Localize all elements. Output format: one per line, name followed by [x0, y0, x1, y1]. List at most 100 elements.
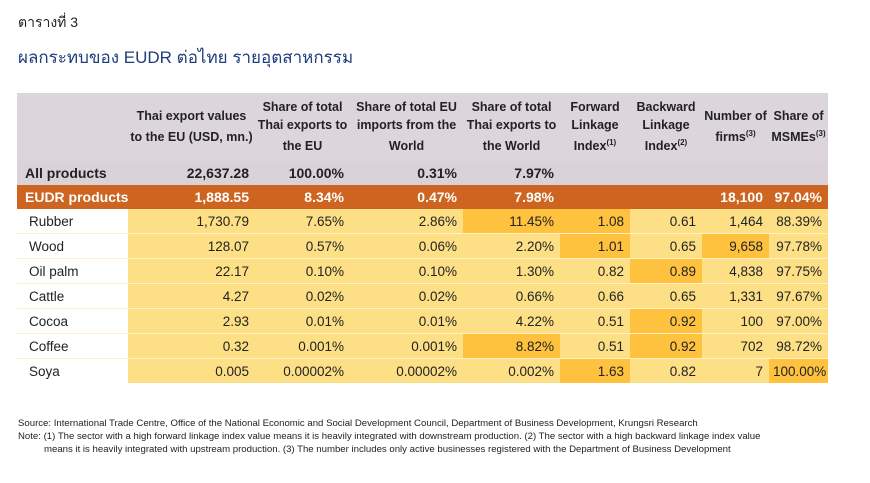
table-cell: 7.98%	[463, 185, 560, 209]
table-cell: 100.00%	[769, 358, 828, 383]
table-cell: 1,888.55	[128, 185, 255, 209]
table-cell: 0.82	[630, 358, 702, 383]
table-cell: 0.92	[630, 333, 702, 359]
table-cell: 0.02%	[255, 283, 350, 309]
row-label: Oil palm	[17, 258, 128, 284]
table-cell: 0.01%	[350, 308, 463, 334]
table-body: All products 22,637.28 100.00% 0.31% 7.97% EU…	[17, 161, 828, 383]
table-cell	[630, 185, 702, 209]
table-cell: 4,838	[702, 258, 769, 284]
table-cell: 0.01%	[255, 308, 350, 334]
table-cell: 0.51	[560, 308, 630, 334]
table-cell: 0.001%	[255, 333, 350, 359]
header-cell: Share of total Thai exports to the World	[463, 93, 560, 161]
table-header-row: Thai export values to the EU (USD, mn.) …	[17, 93, 828, 161]
note-line: Note: (1) The sector with a high forward…	[18, 431, 761, 443]
table-cell: 0.51	[560, 333, 630, 359]
table-cell: 702	[702, 333, 769, 359]
table-cell	[769, 161, 828, 185]
table-cell: 0.47%	[350, 185, 463, 209]
table-row: Cocoa 2.93 0.01% 0.01% 4.22% 0.51 0.92 100 97.00…	[17, 308, 828, 334]
table-cell: 100.00%	[255, 161, 350, 185]
table-cell: 97.75%	[769, 258, 828, 284]
row-label: Rubber	[17, 209, 128, 234]
table-cell: 0.02%	[350, 283, 463, 309]
table-cell: 4.22%	[463, 308, 560, 334]
table-cell: 1.30%	[463, 258, 560, 284]
table-cell: 0.10%	[255, 258, 350, 284]
table-cell: 18,100	[702, 185, 769, 209]
table-row: Coffee 0.32 0.001% 0.001% 8.82% 0.51 0.92 702 98…	[17, 333, 828, 359]
table-cell: 0.06%	[350, 233, 463, 259]
table-row: Cattle 4.27 0.02% 0.02% 0.66% 0.66 0.65 1,331 97…	[17, 283, 828, 309]
table-cell: 7.97%	[463, 161, 560, 185]
source-note: Source: International Trade Centre, Offi…	[18, 417, 858, 457]
table-cell: 97.78%	[769, 233, 828, 259]
table-cell: 0.00002%	[350, 358, 463, 383]
header-cell: Forward Linkage Index(1)	[560, 93, 630, 161]
table-cell: 2.93	[128, 308, 255, 334]
table-cell: 9,658	[702, 233, 769, 259]
table-cell: 11.45%	[463, 209, 560, 234]
all-products-row: All products 22,637.28 100.00% 0.31% 7.97%	[17, 161, 828, 185]
table-cell: 22.17	[128, 258, 255, 284]
table-row: Rubber 1,730.79 7.65% 2.86% 11.45% 1.08 0.61 1,…	[17, 209, 828, 234]
row-label: Cocoa	[17, 308, 128, 334]
table-cell	[560, 185, 630, 209]
header-cell: Backward Linkage Index(2)	[630, 93, 702, 161]
header-cell: Number of firms(3)	[702, 93, 769, 161]
table-cell	[560, 161, 630, 185]
table-cell: 0.66	[560, 283, 630, 309]
header-cell: Share of total EU imports from the World	[350, 93, 463, 161]
table-cell: 0.32	[128, 333, 255, 359]
table-row: Oil palm 22.17 0.10% 0.10% 1.30% 0.82 0.89 4,83…	[17, 258, 828, 284]
table-cell: 1.01	[560, 233, 630, 259]
table-cell: 0.57%	[255, 233, 350, 259]
table-cell	[630, 161, 702, 185]
note-line-continued: means it is heavily integrated with upst…	[44, 444, 731, 456]
row-label: All products	[17, 161, 128, 185]
table-cell: 88.39%	[769, 209, 828, 234]
table-cell: 0.005	[128, 358, 255, 383]
table-number-label: ตารางที่ 3	[18, 14, 79, 30]
table-cell: 8.34%	[255, 185, 350, 209]
table-cell: 1,730.79	[128, 209, 255, 234]
table-cell: 0.92	[630, 308, 702, 334]
row-label: EUDR products	[17, 185, 128, 209]
table-cell: 8.82%	[463, 333, 560, 359]
table-cell: 97.04%	[769, 185, 828, 209]
table-cell: 2.20%	[463, 233, 560, 259]
table-cell: 7	[702, 358, 769, 383]
row-label: Soya	[17, 358, 128, 383]
table-cell: 128.07	[128, 233, 255, 259]
table-cell: 1,331	[702, 283, 769, 309]
row-label: Cattle	[17, 283, 128, 309]
source-line: Source: International Trade Centre, Offi…	[18, 418, 698, 429]
table-cell: 22,637.28	[128, 161, 255, 185]
table-cell: 0.001%	[350, 333, 463, 359]
table-cell: 0.82	[560, 258, 630, 284]
table-cell: 100	[702, 308, 769, 334]
table-cell: 0.002%	[463, 358, 560, 383]
table-cell: 0.65	[630, 283, 702, 309]
table-cell: 1,464	[702, 209, 769, 234]
table-cell: 4.27	[128, 283, 255, 309]
table-cell: 1.63	[560, 358, 630, 383]
table-cell: 98.72%	[769, 333, 828, 359]
table-cell: 0.61	[630, 209, 702, 234]
table-cell: 0.89	[630, 258, 702, 284]
table-cell: 97.67%	[769, 283, 828, 309]
table-cell: 1.08	[560, 209, 630, 234]
eudr-products-row: EUDR products 1,888.55 8.34% 0.47% 7.98% 18,1…	[17, 185, 828, 209]
table-cell: 0.65	[630, 233, 702, 259]
header-cell: Share of total Thai exports to the EU	[255, 93, 350, 161]
table-cell: 0.66%	[463, 283, 560, 309]
header-cell: Thai export values to the EU (USD, mn.)	[128, 93, 255, 161]
header-cell	[17, 93, 128, 161]
row-label: Coffee	[17, 333, 128, 359]
table-row: Wood 128.07 0.57% 0.06% 2.20% 1.01 0.65 9,658 97…	[17, 233, 828, 259]
table-cell: 97.00%	[769, 308, 828, 334]
table-cell: 7.65%	[255, 209, 350, 234]
table-cell: 0.10%	[350, 258, 463, 284]
table-row: Soya 0.005 0.00002% 0.00002% 0.002% 1.63 0.82 7…	[17, 358, 828, 383]
